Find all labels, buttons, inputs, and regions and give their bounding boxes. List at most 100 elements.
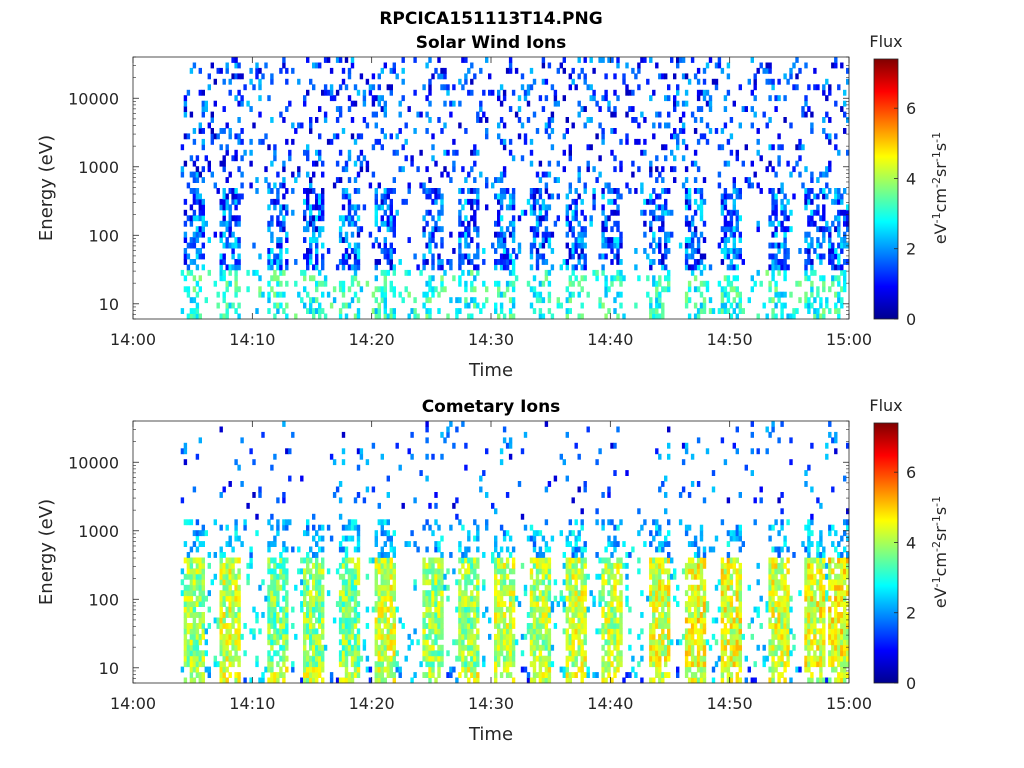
heatmap-cell — [550, 535, 555, 542]
heatmap-cell — [437, 562, 441, 569]
heatmap-cell — [347, 606, 352, 613]
heatmap-cell — [529, 209, 534, 216]
heatmap-cell — [568, 519, 572, 526]
heatmap-cell — [595, 672, 599, 678]
heatmap-cell — [499, 546, 504, 553]
heatmap-cell — [228, 188, 232, 194]
heatmap-cell — [610, 590, 614, 597]
heatmap-cell — [285, 67, 289, 74]
heatmap-cell — [407, 182, 411, 189]
heatmap-cell — [499, 568, 504, 575]
heatmap-cell — [461, 84, 465, 91]
heatmap-cell — [434, 595, 438, 602]
heatmap-cell — [646, 253, 650, 260]
heatmap-cell — [535, 264, 540, 271]
heatmap-cell — [810, 291, 814, 298]
heatmap-cell — [774, 198, 778, 205]
heatmap-cell — [458, 122, 462, 129]
heatmap-cell — [431, 198, 435, 205]
heatmap-cell — [687, 264, 692, 271]
heatmap-cell — [189, 546, 194, 553]
heatmap-cell — [407, 644, 411, 651]
heatmap-cell — [813, 67, 817, 74]
heatmap-cell — [338, 111, 343, 118]
heatmap-cell — [309, 595, 313, 602]
heatmap-cell — [464, 633, 468, 640]
x-axis-label-solar-wind: Time — [468, 360, 513, 381]
heatmap-cell — [285, 633, 289, 640]
heatmap-cell — [598, 302, 602, 309]
heatmap-cell — [634, 188, 638, 194]
heatmap-cell — [282, 177, 286, 183]
heatmap-cell — [529, 302, 534, 309]
heatmap-cell — [604, 557, 608, 564]
heatmap-cell — [502, 291, 507, 298]
heatmap-cell — [616, 313, 620, 320]
heatmap-cell — [494, 302, 498, 309]
heatmap-cell — [201, 590, 205, 597]
heatmap-cell — [249, 67, 253, 74]
heatmap-cell — [437, 661, 441, 668]
heatmap-cell — [231, 601, 235, 607]
heatmap-cell — [652, 519, 656, 526]
heatmap-cell — [699, 188, 704, 194]
heatmap-cell — [329, 89, 334, 96]
heatmap-cell — [458, 215, 462, 222]
heatmap-cell — [219, 546, 223, 553]
heatmap-cell — [598, 601, 602, 607]
heatmap-cell — [195, 171, 200, 178]
heatmap-cell — [622, 541, 626, 547]
heatmap-cell — [610, 584, 614, 591]
heatmap-cell — [437, 617, 441, 624]
heatmap-cell — [792, 84, 796, 91]
heatmap-cell — [201, 204, 205, 211]
heatmap-cell — [294, 633, 298, 640]
heatmap-cell — [180, 269, 185, 276]
heatmap-cell — [312, 650, 316, 657]
heatmap-cell — [428, 579, 432, 586]
heatmap-cell — [377, 672, 381, 678]
heatmap-cell — [350, 650, 355, 657]
heatmap-cell — [511, 595, 516, 602]
heatmap-cell — [747, 78, 751, 85]
heatmap-cell — [267, 677, 271, 684]
heatmap-cell — [458, 519, 462, 526]
heatmap-cell — [282, 204, 286, 211]
heatmap-cell — [681, 73, 686, 80]
heatmap-cell — [485, 606, 489, 613]
heatmap-cell — [407, 313, 411, 320]
heatmap-cell — [583, 182, 587, 189]
heatmap-cell — [804, 204, 808, 211]
heatmap-cell — [502, 89, 507, 96]
heatmap-cell — [476, 530, 480, 537]
heatmap-cell — [377, 633, 381, 640]
heatmap-cell — [377, 612, 381, 618]
heatmap-cell — [613, 188, 617, 194]
heatmap-cell — [583, 633, 587, 640]
heatmap-cell — [279, 302, 283, 309]
heatmap-cell — [315, 579, 319, 586]
heatmap-cell — [699, 280, 704, 287]
heatmap-cell — [443, 100, 447, 107]
heatmap-cell — [613, 590, 617, 597]
heatmap-cell — [297, 122, 301, 129]
heatmap-cell — [395, 650, 399, 657]
heatmap-cell — [440, 623, 444, 629]
heatmap-cell — [285, 590, 289, 597]
heatmap-cell — [467, 644, 471, 651]
heatmap-cell — [267, 204, 271, 211]
heatmap-cell — [676, 84, 680, 91]
heatmap-cell — [419, 661, 423, 668]
heatmap-cell — [380, 453, 384, 460]
heatmap-cell — [315, 204, 319, 211]
heatmap-cell — [813, 308, 817, 314]
heatmap-cell — [502, 530, 507, 537]
colorbar-tick-label: 2 — [906, 240, 916, 259]
heatmap-cell — [523, 89, 528, 96]
heatmap-cell — [276, 215, 280, 222]
heatmap-cell — [231, 562, 235, 569]
heatmap-cell — [222, 106, 226, 112]
heatmap-cell — [282, 623, 286, 629]
heatmap-cell — [237, 606, 241, 613]
heatmap-cell — [377, 562, 381, 569]
